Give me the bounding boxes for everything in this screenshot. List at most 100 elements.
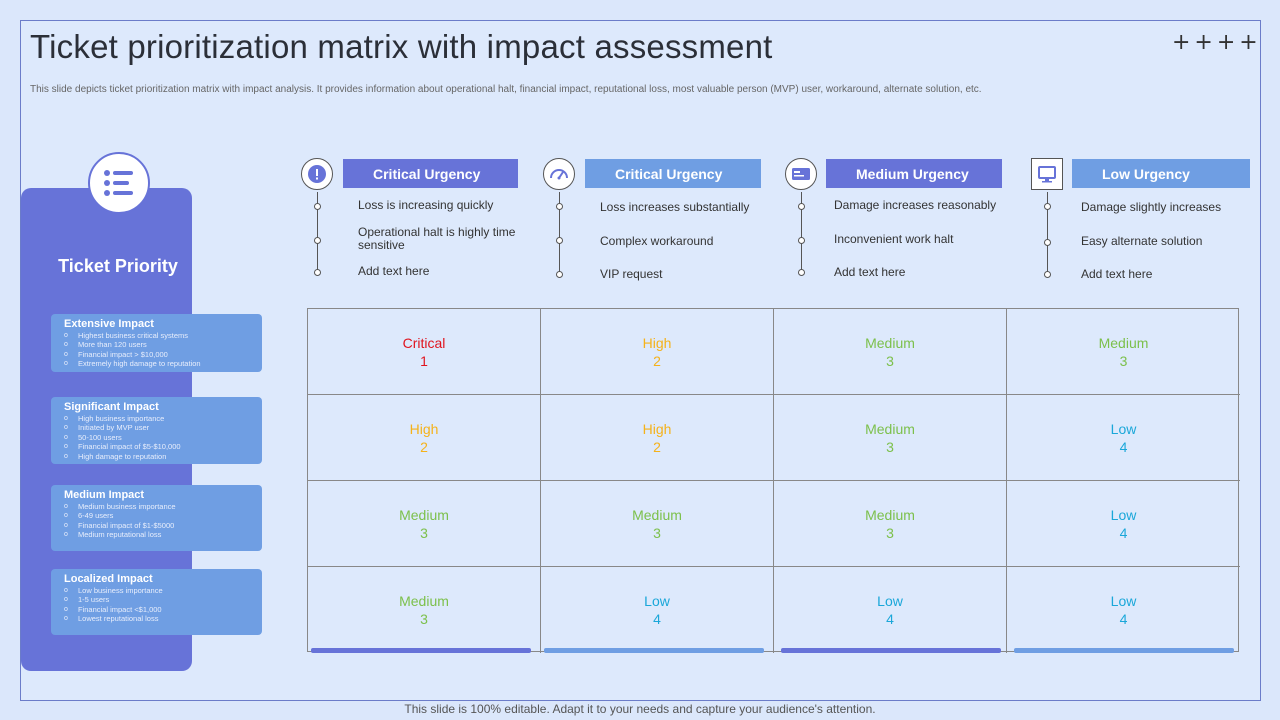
impact-item: 6-49 users [64,511,262,521]
matrix-cell: Medium 3 [774,481,1007,567]
matrix-cell: Medium 3 [308,567,541,653]
cell-priority-value: 3 [886,524,894,541]
priority-matrix: Critical 1 High 2 Medium 3 Medium 3 High 2 High 2 Me… [307,308,1240,653]
column-bar [1014,648,1234,653]
impact-title: Localized Impact [64,573,153,585]
matrix-cell: High 2 [541,395,774,481]
urgency-item: VIP request [600,267,663,281]
urgency-item: Complex workaround [600,234,714,248]
impact-item: Financial impact of $5-$10,000 [64,442,262,452]
impact-card: Significant ImpactHigh business importan… [51,397,262,464]
impact-title: Extensive Impact [64,318,154,330]
connector-dot [556,203,563,210]
impact-title: Medium Impact [64,489,145,501]
impact-item: Highest business critical systems [64,331,262,341]
monitor-icon [1031,158,1063,190]
matrix-cell: High 2 [541,309,774,395]
slide-title: Ticket prioritization matrix with impact… [30,28,773,65]
matrix-cell: Medium 3 [541,481,774,567]
connector-dot [1044,239,1051,246]
column-bar [781,648,1001,653]
connector-dot [798,269,805,276]
impact-list: Highest business critical systemsMore th… [64,331,262,369]
cell-priority-label: Medium [865,420,915,437]
urgency-item: Add text here [834,265,906,279]
impact-item: High damage to reputation [64,452,262,462]
connector-line [559,192,560,274]
urgency-item: Loss is increasing quickly [358,198,494,212]
cell-priority-value: 4 [1119,438,1128,455]
gauge-icon [543,158,575,190]
urgency-item: Easy alternate solution [1081,234,1203,248]
cell-priority-value: 3 [420,611,428,627]
urgency-label: Critical Urgency [585,159,761,188]
connector-line [801,192,802,272]
slide-subtitle: This slide depicts ticket prioritization… [30,84,982,95]
connector-line [317,192,318,272]
cell-priority-value: 3 [420,524,428,541]
impact-card: Medium ImpactMedium business importance6… [51,485,262,551]
cell-priority-value: 3 [1119,352,1128,369]
urgency-item: Add text here [358,264,430,278]
cell-priority-label: Low [1110,506,1137,523]
cell-priority-label: Medium [865,334,915,351]
cell-priority-label: Critical [402,334,446,351]
cell-priority-value: 2 [420,438,428,455]
cell-priority-label: Medium [632,506,682,523]
urgency-label: Critical Urgency [343,159,518,188]
impact-item: Initiated by MVP user [64,423,262,433]
cell-priority-label: Medium [865,506,915,523]
column-bar [544,648,764,653]
cell-priority-label: Medium [1098,334,1149,351]
impact-list: Low business importance1-5 usersFinancia… [64,586,262,624]
urgency-item: Add text here [1081,267,1153,281]
connector-dot [798,203,805,210]
impact-list: Medium business importance6-49 usersFina… [64,502,262,540]
impact-title: Significant Impact [64,401,159,413]
matrix-cell: Low 4 [774,567,1007,653]
matrix-cell: Low 4 [1007,481,1240,567]
connector-dot [314,203,321,210]
matrix-cell: Low 4 [541,567,774,653]
panel-title: Ticket Priority [58,256,178,276]
cell-priority-value: 3 [653,524,661,541]
matrix-cell: Medium 3 [774,309,1007,395]
cell-priority-value: 4 [1119,524,1128,541]
impact-item: Financial impact <$1,000 [64,605,262,615]
cell-priority-label: Medium [399,506,449,523]
impact-item: More than 120 users [64,340,262,350]
list-icon [88,152,150,214]
connector-dot [1044,271,1051,278]
impact-card: Extensive ImpactHighest business critica… [51,314,262,372]
urgency-item: Operational halt is highly time sensitiv… [358,225,516,252]
connector-line [1047,192,1048,274]
urgency-label: Medium Urgency [826,159,1002,188]
connector-dot [314,269,321,276]
impact-item: 1-5 users [64,595,262,605]
cell-priority-value: 3 [886,352,894,369]
plus-decoration: ++++ [1172,30,1262,55]
warning-icon [301,158,333,190]
connector-dot [314,237,321,244]
connector-dot [556,237,563,244]
connector-dot [556,271,563,278]
impact-item: Extremely high damage to reputation [64,359,262,369]
cell-priority-value: 1 [420,352,428,369]
impact-card: Localized ImpactLow business importance1… [51,569,262,635]
cell-priority-label: Low [644,593,670,609]
cell-priority-label: Low [1110,420,1137,437]
impact-item: Medium reputational loss [64,530,262,540]
cell-priority-label: Medium [399,593,449,609]
impact-item: 50-100 users [64,433,262,443]
impact-item: Financial impact of $1-$5000 [64,521,262,531]
impact-list: High business importanceInitiated by MVP… [64,414,262,461]
column-bar [311,648,531,653]
matrix-cell: Critical 1 [308,309,541,395]
matrix-cell: Low 4 [1007,567,1240,653]
cell-priority-label: High [642,420,672,437]
urgency-item: Inconvenient work halt [834,232,954,246]
cell-priority-value: 3 [886,438,894,455]
cell-priority-label: High [642,334,672,351]
urgency-item: Damage slightly increases [1081,200,1222,214]
cell-priority-value: 4 [653,611,661,627]
